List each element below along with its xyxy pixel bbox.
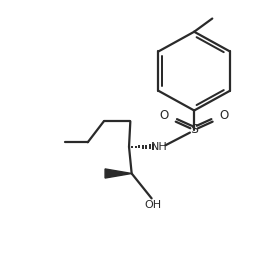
Text: OH: OH [145,200,162,211]
Text: S: S [190,123,198,136]
Text: O: O [220,109,229,122]
Polygon shape [105,169,132,178]
Text: NH: NH [151,142,168,152]
Text: O: O [160,109,169,122]
